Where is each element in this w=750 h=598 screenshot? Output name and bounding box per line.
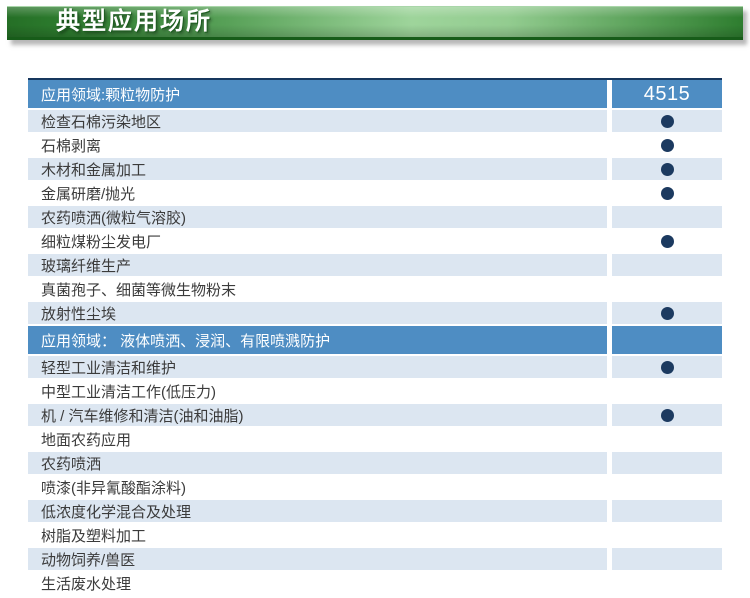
applicable-dot-icon [660,138,674,152]
applicable-dot-icon [660,186,674,200]
application-label: 玻璃纤维生产 [28,254,607,276]
table-row: 动物饲养/兽医 [28,548,722,570]
applicability-cell [612,428,722,450]
table-row: 真菌孢子、细菌等微生物粉末 [28,278,722,300]
application-label: 金属研磨/抛光 [28,182,607,204]
application-label: 动物饲养/兽医 [28,548,607,570]
application-label: 机 / 汽车维修和清洁(油和油脂) [28,404,607,426]
table-row: 金属研磨/抛光 [28,182,722,204]
column-divider [607,110,612,132]
applicability-cell [612,110,722,132]
application-label: 真菌孢子、细菌等微生物粉末 [28,278,607,300]
applicability-cell [612,302,722,324]
table-row: 轻型工业清洁和维护 [28,356,722,378]
column-divider [607,428,612,450]
table-row: 木材和金属加工 [28,158,722,180]
application-label: 低浓度化学混合及处理 [28,500,607,522]
applicable-dot-icon [660,162,674,176]
column-divider [607,302,612,324]
application-label: 检查石棉污染地区 [28,110,607,132]
column-divider [607,404,612,426]
table-row: 低浓度化学混合及处理 [28,500,722,522]
application-label: 石棉剥离 [28,134,607,156]
column-divider [607,572,612,594]
section-title-banner: 典型应用场所 [7,6,743,40]
applicability-cell [612,404,722,426]
application-label: 轻型工业清洁和维护 [28,356,607,378]
column-divider [607,524,612,546]
applicability-cell [612,134,722,156]
applicable-dot-icon [660,408,674,422]
applicable-dot-icon [660,234,674,248]
page-title: 典型应用场所 [56,8,212,35]
column-divider [607,452,612,474]
table-row: 放射性尘埃 [28,302,722,324]
applicability-cell [612,476,722,498]
column-divider [607,182,612,204]
applicable-dot-icon [660,306,674,320]
table-row: 玻璃纤维生产 [28,254,722,276]
table-row: 中型工业清洁工作(低压力) [28,380,722,402]
application-label: 木材和金属加工 [28,158,607,180]
applicability-cell [612,254,722,276]
table-row: 石棉剥离 [28,134,722,156]
applicability-cell [612,452,722,474]
column-divider [607,326,612,354]
table-row: 细粒煤粉尘发电厂 [28,230,722,252]
section-header-row: 应用领域:颗粒物防护 4515 [28,80,722,108]
application-label: 树脂及塑料加工 [28,524,607,546]
table-row: 喷漆(非异氰酸酯涂料) [28,476,722,498]
applicability-cell [612,230,722,252]
table-row: 检查石棉污染地区 [28,110,722,132]
table-row: 农药喷洒(微粒气溶胶) [28,206,722,228]
applicability-cell [612,572,722,594]
applicability-cell [612,206,722,228]
applicable-dot-icon [660,114,674,128]
column-divider [607,476,612,498]
column-divider [607,230,612,252]
table-row: 机 / 汽车维修和清洁(油和油脂) [28,404,722,426]
applicable-dot-icon [660,360,674,374]
application-label: 农药喷洒(微粒气溶胶) [28,206,607,228]
column-divider [607,80,612,108]
applicability-cell [612,158,722,180]
applicability-cell [612,380,722,402]
applicability-cell [612,500,722,522]
column-divider [607,158,612,180]
applications-table: 应用领域:颗粒物防护 4515 检查石棉污染地区 石棉剥离 木材和金属加工 金属研磨/抛光… [28,78,722,596]
table-row: 树脂及塑料加工 [28,524,722,546]
table-row: 地面农药应用 [28,428,722,450]
application-label: 地面农药应用 [28,428,607,450]
section-header-spacer [612,326,722,354]
application-label: 细粒煤粉尘发电厂 [28,230,607,252]
application-label: 中型工业清洁工作(低压力) [28,380,607,402]
application-label: 农药喷洒 [28,452,607,474]
column-divider [607,134,612,156]
section-header-label: 应用领域:颗粒物防护 [28,80,607,108]
application-label: 放射性尘埃 [28,302,607,324]
applicability-cell [612,278,722,300]
product-code: 4515 [612,80,722,108]
table-row: 生活废水处理 [28,572,722,594]
column-divider [607,380,612,402]
section-header-label: 应用领域： 液体喷洒、浸润、有限喷溅防护 [28,326,607,354]
column-divider [607,254,612,276]
applicability-cell [612,356,722,378]
applicability-cell [612,182,722,204]
application-label: 生活废水处理 [28,572,607,594]
column-divider [607,356,612,378]
applicability-cell [612,548,722,570]
table-row: 农药喷洒 [28,452,722,474]
column-divider [607,500,612,522]
application-label: 喷漆(非异氰酸酯涂料) [28,476,607,498]
applicability-cell [612,524,722,546]
column-divider [607,278,612,300]
column-divider [607,206,612,228]
column-divider [607,548,612,570]
section-header-row: 应用领域： 液体喷洒、浸润、有限喷溅防护 [28,326,722,354]
